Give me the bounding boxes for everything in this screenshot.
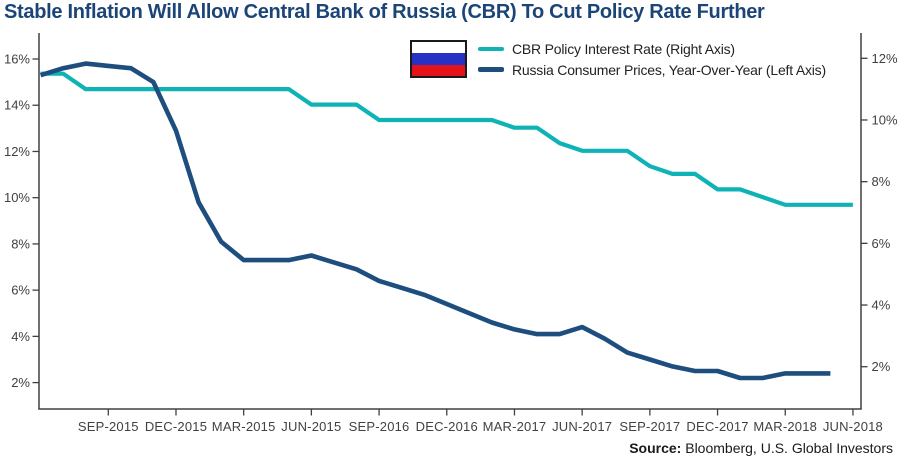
x-tick-label: SEP-2017 [619, 419, 680, 434]
right-tick-label: 12% [872, 51, 898, 66]
x-tick-label: DEC-2015 [145, 419, 207, 434]
x-tick-label: MAR-2017 [483, 419, 547, 434]
left-tick-label: 6% [11, 283, 30, 298]
x-tick-label: DEC-2016 [416, 419, 478, 434]
x-tick-label: MAR-2015 [212, 419, 276, 434]
right-tick-label: 6% [872, 236, 891, 251]
x-tick-label: DEC-2017 [686, 419, 748, 434]
x-tick-label: SEP-2015 [78, 419, 139, 434]
x-tick-label: JUN-2018 [823, 419, 883, 434]
cbr-line-swatch [478, 46, 504, 51]
source-label: Source: [629, 440, 682, 456]
legend-label-cbr: CBR Policy Interest Rate (Right Axis) [512, 40, 735, 57]
left-tick-label: 10% [4, 190, 30, 205]
legend-item-cbr: CBR Policy Interest Rate (Right Axis) [478, 40, 735, 57]
flag-stripe-white [412, 42, 465, 54]
left-tick-label: 8% [11, 236, 30, 251]
right-tick-label: 10% [872, 112, 898, 127]
right-tick-label: 2% [872, 359, 891, 374]
x-tick-label: JUN-2017 [552, 419, 612, 434]
flag-stripe-blue [412, 53, 465, 65]
x-tick-label: SEP-2016 [349, 419, 410, 434]
source-note: Source: Bloomberg, U.S. Global Investors [629, 440, 893, 456]
x-tick-label: MAR-2018 [753, 419, 817, 434]
cpi-line [39, 61, 831, 381]
left-tick-label: 14% [4, 98, 30, 113]
left-tick-label: 12% [4, 144, 30, 159]
cbr-rate-line [40, 71, 853, 207]
x-tick-label: JUN-2015 [281, 419, 341, 434]
left-tick-label: 2% [11, 375, 30, 390]
cpi-line-swatch [478, 67, 504, 72]
legend-item-cpi: Russia Consumer Prices, Year-Over-Year (… [478, 61, 826, 78]
left-tick-label: 16% [4, 52, 30, 67]
left-tick-label: 4% [11, 329, 30, 344]
page-title: Stable Inflation Will Allow Central Bank… [4, 1, 765, 23]
right-tick-label: 8% [872, 174, 891, 189]
flag-stripe-red [412, 64, 465, 76]
source-text: Bloomberg, U.S. Global Investors [681, 440, 893, 456]
right-tick-label: 4% [872, 298, 891, 313]
legend-label-cpi: Russia Consumer Prices, Year-Over-Year (… [512, 61, 826, 78]
russia-flag-icon [410, 40, 467, 78]
